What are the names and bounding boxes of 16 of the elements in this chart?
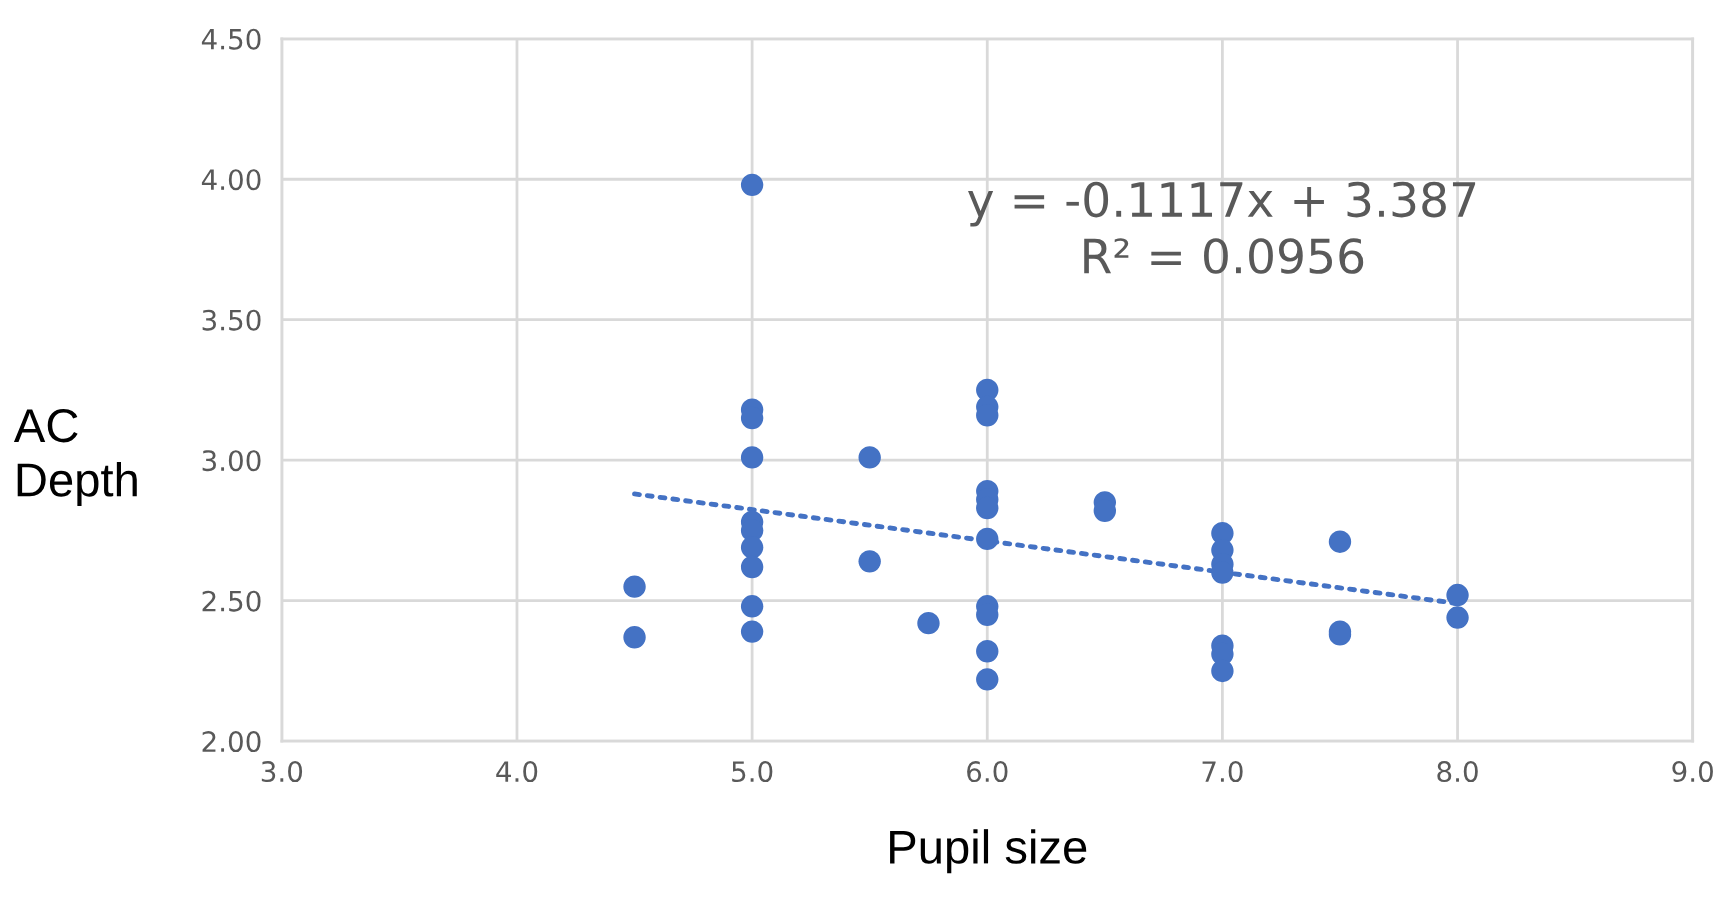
x-tick-label: 3.0 xyxy=(261,761,303,783)
y-axis-title: AC Depth xyxy=(13,408,137,507)
y-tick-label: 4.50 xyxy=(201,28,261,50)
y-tick-label: 3.50 xyxy=(202,309,261,331)
y-tick-label: 2.50 xyxy=(202,590,261,612)
x-tick-label: 6.0 xyxy=(967,761,1008,783)
x-tick-label: 5.0 xyxy=(732,761,773,783)
y-tick-label: 3.00 xyxy=(202,450,261,472)
y-tick-label: 2.00 xyxy=(202,731,261,753)
x-axis-title: Pupil size xyxy=(890,829,1087,874)
x-tick-label: 8.0 xyxy=(1437,761,1478,783)
x-tick-label: 9.0 xyxy=(1672,761,1713,783)
y-tick-label: 4.00 xyxy=(201,169,261,191)
x-tick-label: 4.0 xyxy=(496,761,538,783)
x-tick-label: 7.0 xyxy=(1202,761,1243,783)
annotation: y = -0.1117x + 3.387 R² = 0.0956 xyxy=(968,181,1476,274)
